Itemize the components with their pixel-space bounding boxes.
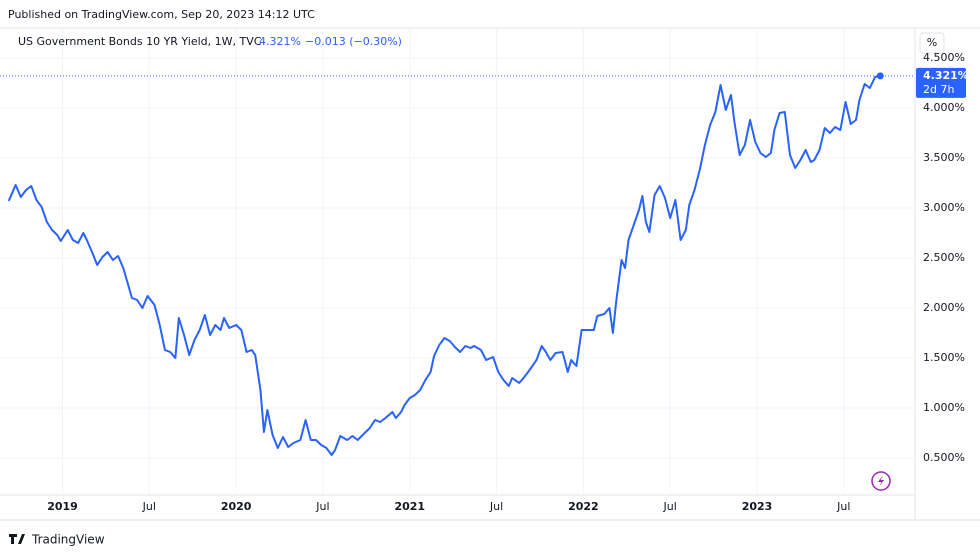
series-line: [7, 74, 881, 456]
x-tick-label: Jul: [663, 500, 677, 513]
x-tick-label: 2022: [568, 500, 599, 513]
grid: [0, 28, 915, 495]
y-tick-label: 4.500%: [923, 51, 965, 64]
y-tick-label: 0.500%: [923, 451, 965, 464]
price-label-box: [916, 67, 966, 98]
x-tick-label: 2019: [47, 500, 78, 513]
x-tick-label: Jul: [836, 500, 850, 513]
plot: [0, 72, 915, 456]
x-tick-label: 2020: [221, 500, 252, 513]
y-tick-label: 1.000%: [923, 401, 965, 414]
y-tick-label: 1.500%: [923, 351, 965, 364]
footer-logo: TradingView: [9, 533, 105, 547]
legend-change: −0.013 (−0.30%): [305, 35, 402, 48]
y-tick-label: 2.500%: [923, 251, 965, 264]
x-tick-label: Jul: [315, 500, 329, 513]
legend-last: 4.321%: [259, 35, 301, 48]
published-note: Published on TradingView.com, Sep 20, 20…: [8, 8, 315, 21]
legend-title: US Government Bonds 10 YR Yield, 1W, TVC: [18, 35, 262, 48]
footer-brand: TradingView: [31, 533, 105, 547]
y-tick-label: 3.500%: [923, 151, 965, 164]
scale-button[interactable]: [919, 32, 945, 54]
scale-button-label[interactable]: %: [927, 36, 937, 49]
alert-bolt: [878, 475, 884, 487]
y-tick-label: 4.000%: [923, 101, 965, 114]
price-countdown: 2d 7h: [923, 83, 954, 96]
logo-mark: [9, 534, 25, 544]
y-tick-label: 3.000%: [923, 201, 965, 214]
last-point: [876, 72, 884, 80]
x-tick-label: 2023: [742, 500, 773, 513]
y-tick-label: 2.000%: [923, 301, 965, 314]
price-label: 4.321%: [923, 69, 969, 82]
x-tick-label: Jul: [142, 500, 156, 513]
x-tick-label: 2021: [394, 500, 425, 513]
x-tick-label: Jul: [489, 500, 503, 513]
